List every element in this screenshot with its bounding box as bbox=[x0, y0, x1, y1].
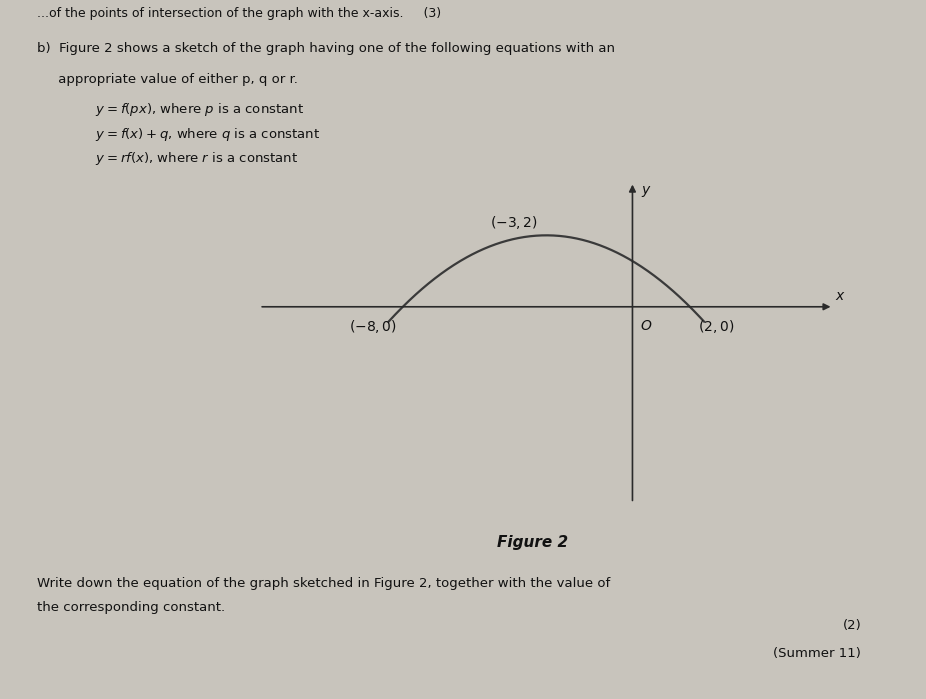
Text: $y$: $y$ bbox=[641, 184, 652, 199]
Text: $x$: $x$ bbox=[835, 289, 845, 303]
Text: $y = f(px)$, where $p$ is a constant: $y = f(px)$, where $p$ is a constant bbox=[37, 101, 304, 118]
Text: (Summer 11): (Summer 11) bbox=[773, 647, 861, 660]
Text: ...of the points of intersection of the graph with the x-axis.     (3): ...of the points of intersection of the … bbox=[37, 7, 441, 20]
Text: $y = f(x) + q$, where $q$ is a constant: $y = f(x) + q$, where $q$ is a constant bbox=[37, 126, 320, 143]
Text: Write down the equation of the graph sketched in Figure 2, together with the val: Write down the equation of the graph ske… bbox=[37, 577, 610, 590]
Text: (2): (2) bbox=[843, 619, 861, 632]
Text: $(-3, 2)$: $(-3, 2)$ bbox=[490, 214, 538, 231]
Text: b)  Figure 2 shows a sketch of the graph having one of the following equations w: b) Figure 2 shows a sketch of the graph … bbox=[37, 42, 615, 55]
Text: the corresponding constant.: the corresponding constant. bbox=[37, 601, 225, 614]
Text: $(-8, 0)$: $(-8, 0)$ bbox=[349, 317, 397, 335]
Text: $O$: $O$ bbox=[640, 319, 652, 333]
Text: $(2, 0)$: $(2, 0)$ bbox=[698, 317, 735, 335]
Text: appropriate value of either p, q or r.: appropriate value of either p, q or r. bbox=[37, 73, 298, 87]
Text: Figure 2: Figure 2 bbox=[497, 535, 568, 549]
Text: $y = rf(x)$, where $r$ is a constant: $y = rf(x)$, where $r$ is a constant bbox=[37, 150, 298, 167]
